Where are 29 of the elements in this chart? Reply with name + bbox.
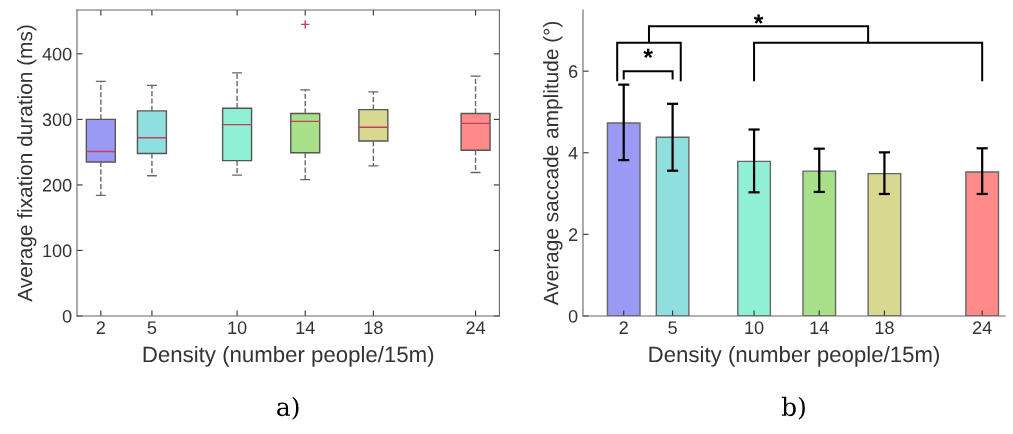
- x-tick-label: 24: [466, 321, 486, 334]
- y-tick-label: 0: [62, 309, 72, 323]
- y-tick-label: 400: [42, 47, 72, 61]
- y-tick-label: 0: [568, 309, 578, 323]
- x-tick-label: 10: [228, 321, 247, 335]
- y-axis-title: Average fixation duration (ms): [17, 25, 37, 302]
- y-tick-label: 4: [568, 146, 578, 160]
- y-tick-label: 200: [42, 178, 72, 192]
- x-tick-label: 24: [973, 321, 992, 334]
- x-tick-label: 2: [619, 321, 628, 334]
- x-tick-label: 18: [364, 321, 383, 335]
- x-tick-label: 10: [745, 321, 764, 335]
- x-tick-label: 2: [96, 321, 105, 334]
- x-axis-title: Density (number people/15m): [143, 345, 434, 367]
- y-axis-title: Average saccade amplitude (°): [543, 21, 563, 306]
- text: a): [277, 396, 299, 420]
- y-tick-label: 2: [568, 228, 578, 241]
- x-tick-label: 5: [668, 321, 677, 335]
- x-tick-label: 18: [875, 321, 894, 335]
- annotation: *: [753, 14, 764, 24]
- x-tick-label: 14: [296, 321, 315, 334]
- annotation: *: [643, 48, 653, 59]
- x-tick-label: 5: [147, 321, 157, 335]
- y-tick-label: 100: [43, 244, 72, 258]
- y-tick-label: 6: [569, 65, 578, 78]
- x-tick-label: 14: [810, 321, 829, 334]
- x-axis-title: Density (number people/15m): [649, 345, 939, 367]
- text: b): [781, 396, 805, 420]
- y-tick-label: 300: [42, 113, 72, 127]
